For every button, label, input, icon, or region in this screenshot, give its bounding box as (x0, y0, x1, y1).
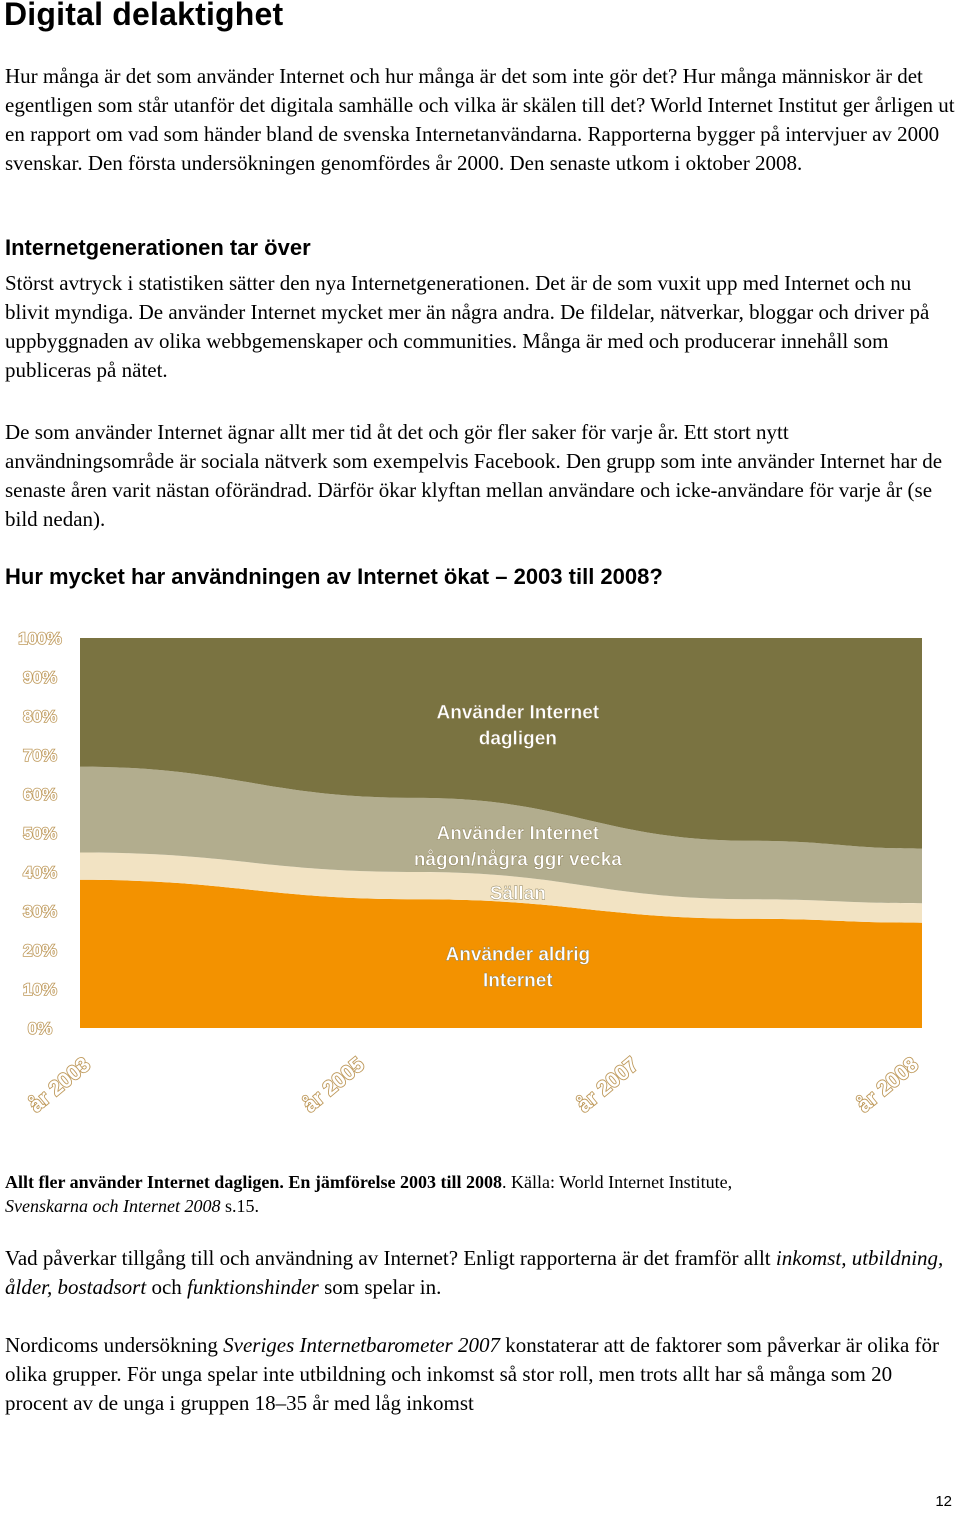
area-dagligen (80, 638, 922, 849)
page-heading: Digital delaktighet (4, 0, 284, 32)
area-label-veckovis: någon/några ggr vecka (414, 849, 622, 870)
para4-text-1: Nordicoms undersökning (5, 1333, 224, 1357)
paragraph-nordicom: Nordicoms undersökning Sveriges Internet… (5, 1331, 955, 1418)
y-tick-label: 10% (23, 980, 57, 999)
y-tick-label: 0% (28, 1019, 53, 1038)
paragraph-internetgenerationen: Störst avtryck i statistiken sätter den … (5, 271, 930, 382)
caption-report-title: Svenskarna och Internet 2008 (5, 1196, 221, 1216)
paragraph-faktorer: Vad påverkar tillgång till och användnin… (5, 1244, 955, 1302)
area-label-aldrig: Internet (483, 971, 553, 992)
para3-italic-disability: funktionshinder (187, 1275, 319, 1299)
x-tick-label: år 2007 (573, 1053, 643, 1117)
y-tick-label: 90% (23, 668, 57, 687)
y-tick-label: 70% (23, 746, 57, 765)
area-label-sallan: Sällan (490, 884, 546, 905)
y-tick-label: 60% (23, 785, 57, 804)
usage-area-chart: Använder aldrig Internet Sällan Använder In… (17, 628, 924, 1118)
y-tick-label: 50% (23, 824, 57, 843)
area-label-dagligen: dagligen (479, 728, 557, 749)
x-tick-label: år 2008 (853, 1053, 923, 1117)
y-tick-label: 30% (23, 902, 57, 921)
para3-text-1: Vad påverkar tillgång till och användnin… (5, 1246, 776, 1270)
intro-paragraph: Hur många är det som använder Internet o… (5, 64, 955, 175)
area-label-dagligen: Använder Internet (437, 702, 600, 723)
area-label-veckovis: Använder Internet (437, 823, 600, 844)
caption-bold: Allt fler använder Internet dagligen. En… (5, 1172, 502, 1192)
para4-text-2: konstaterar att de faktorer som påverkar… (5, 1333, 940, 1415)
area-sallan (80, 852, 922, 923)
para3-text-3: som spelar in. (318, 1275, 442, 1299)
para4-italic-title: Sveriges Internetbarometer 2007 (223, 1333, 500, 1357)
x-tick-label: år 2003 (25, 1053, 95, 1117)
area-label-aldrig: Använder aldrig (446, 945, 591, 966)
para3-text-2: och (146, 1275, 188, 1299)
section-heading: Internetgenerationen tar över (5, 235, 311, 260)
area-aldrig (80, 879, 922, 1028)
area-veckovis (80, 766, 922, 904)
chart-heading: Hur mycket har användningen av Internet … (5, 564, 663, 589)
caption-page: s.15. (220, 1196, 259, 1216)
y-tick-label: 80% (23, 707, 57, 726)
para3-italic-factors: inkomst, utbildning, ålder, bostadsort (5, 1246, 944, 1299)
y-tick-label: 100% (18, 629, 61, 648)
y-tick-label: 20% (23, 941, 57, 960)
page-number: 12 (935, 1493, 952, 1510)
chart-caption: Allt fler använder Internet dagligen. En… (5, 1170, 955, 1218)
x-tick-label: år 2005 (299, 1053, 369, 1117)
y-tick-label: 40% (23, 863, 57, 882)
caption-source: . Källa: World Internet Institute, (501, 1172, 733, 1192)
paragraph-klyftan: De som använder Internet ägnar allt mer … (5, 420, 943, 531)
